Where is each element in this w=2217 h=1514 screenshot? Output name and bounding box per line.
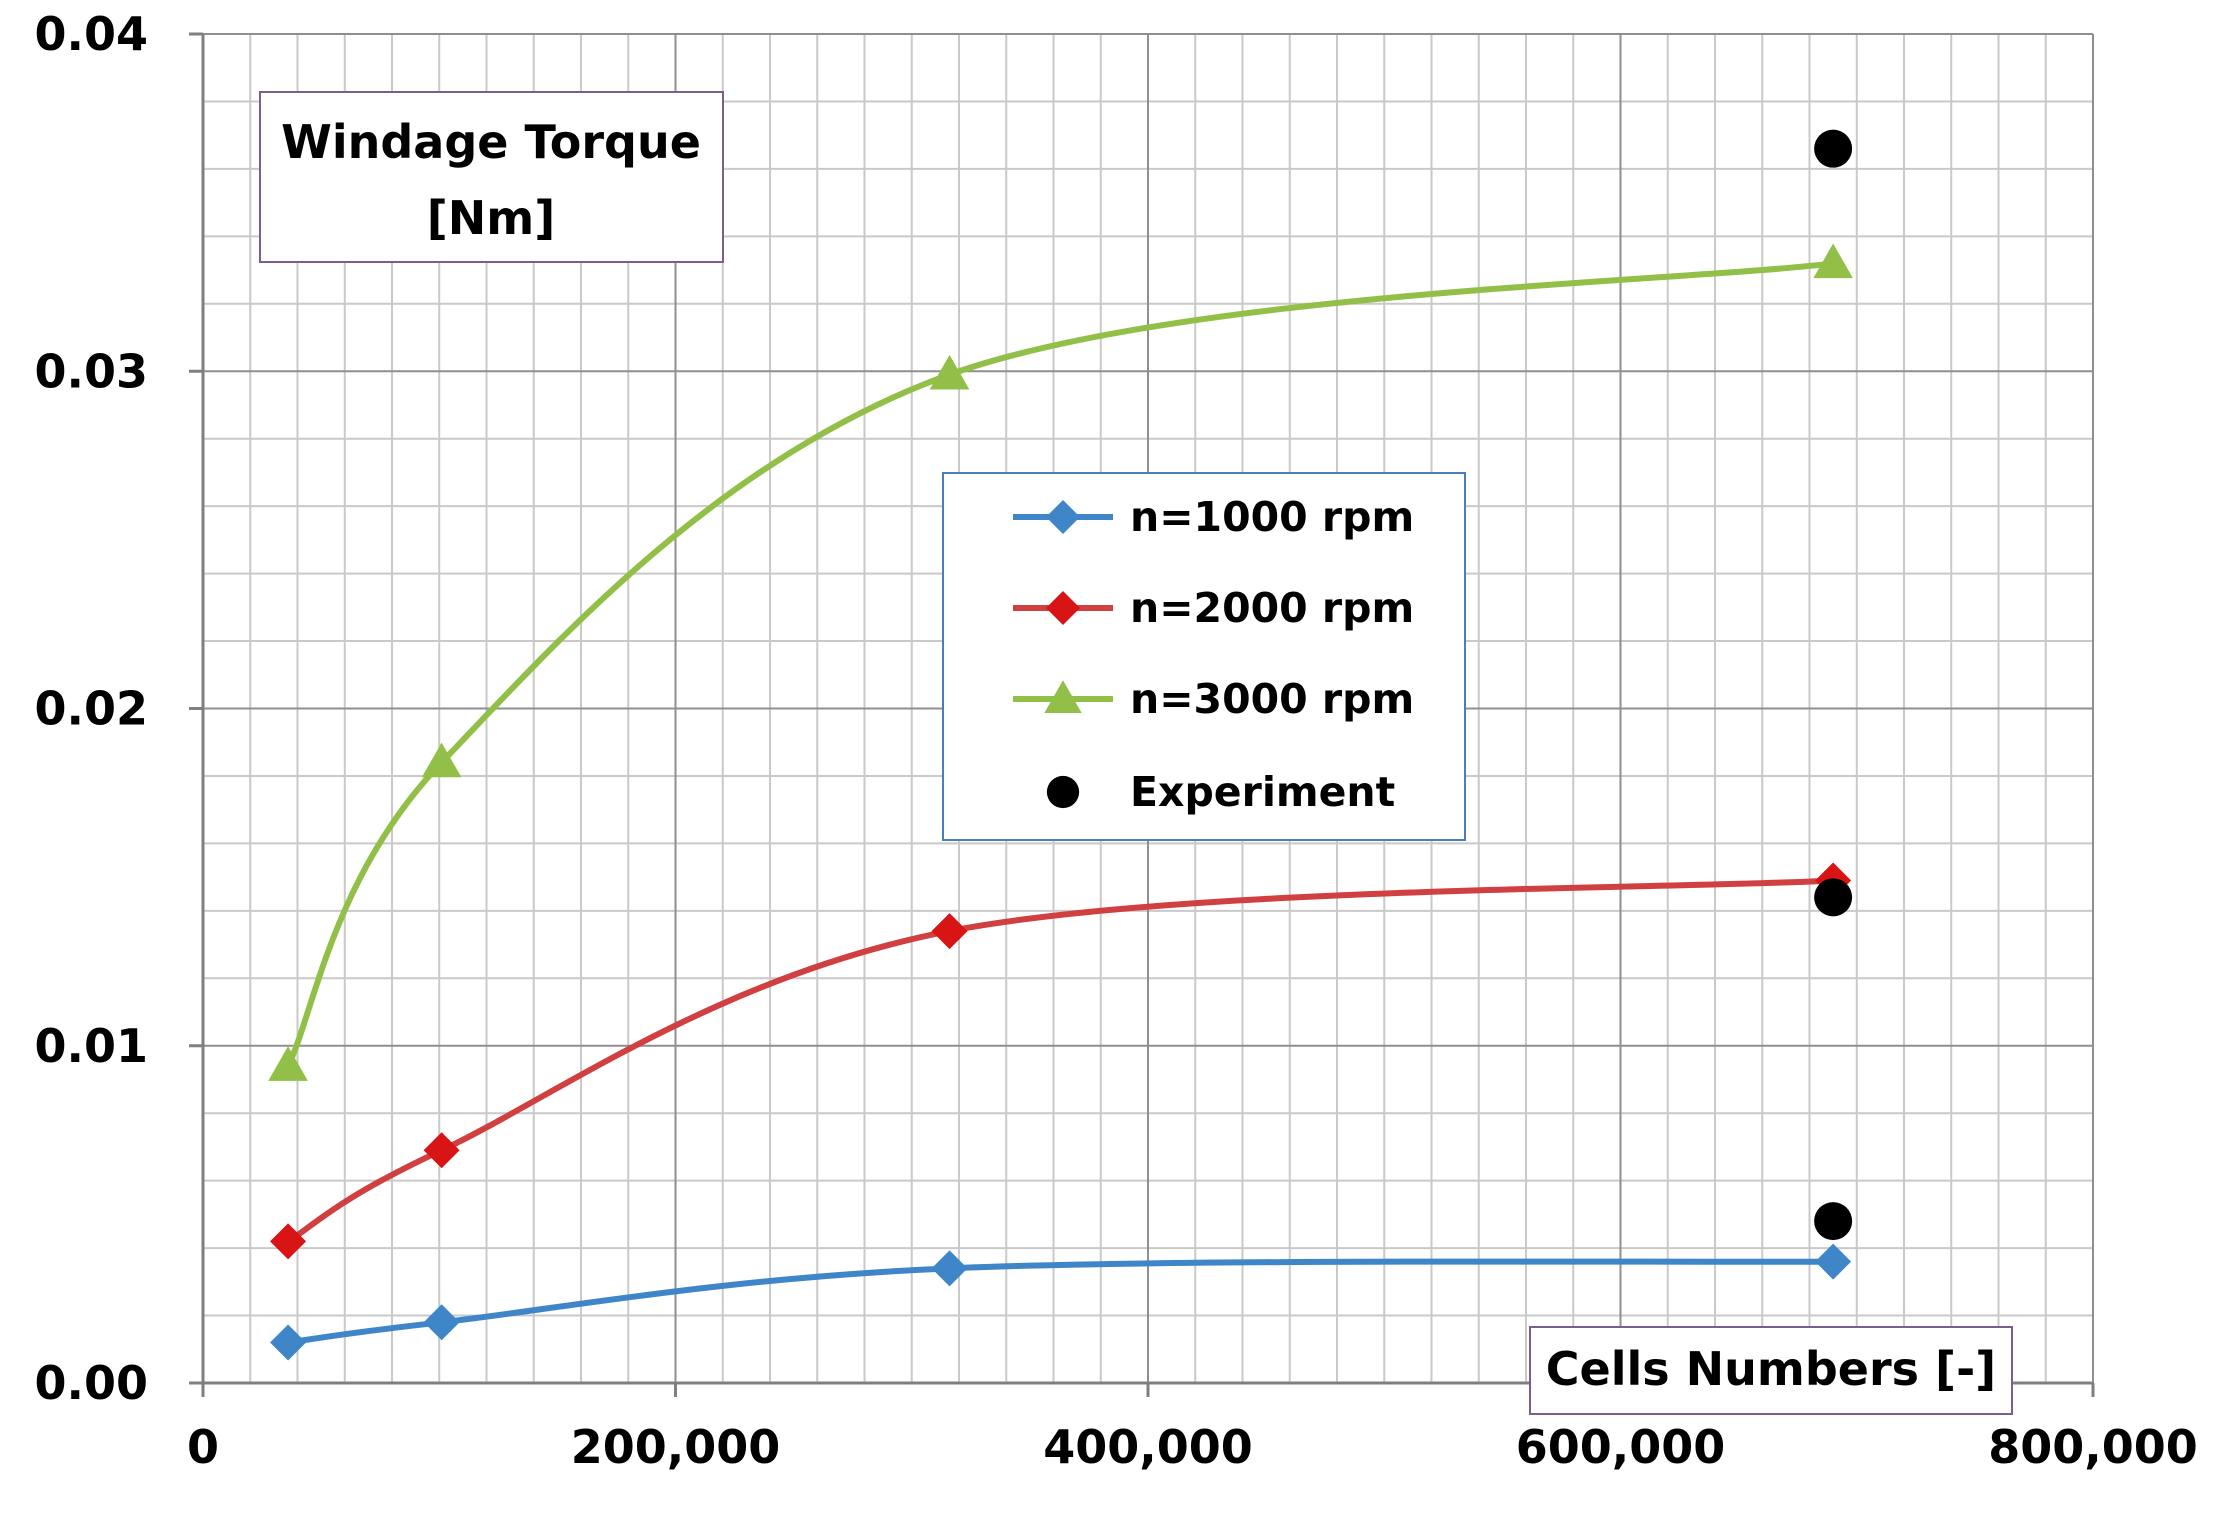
- y-axis-title-box: Windage Torque [Nm]: [259, 91, 724, 263]
- y-tick-label: 0.00: [35, 1356, 149, 1410]
- data-point-experiment: [1814, 878, 1853, 917]
- y-tick-label: 0.02: [35, 682, 149, 736]
- legend-marker-n-2000-rpm: [1046, 591, 1080, 625]
- legend: n=1000 rpm n=2000 rpm n=3000 rpm Experiment: [942, 472, 1466, 841]
- series-lines: [285, 260, 1837, 1346]
- data-point-n-3000-rpm: [929, 354, 970, 390]
- data-point-experiment: [1814, 1202, 1853, 1241]
- legend-label-experiment: Experiment: [1130, 768, 1395, 816]
- series-line-n-3000-rpm: [285, 260, 1837, 1069]
- x-tick-label: 600,000: [1516, 1420, 1726, 1474]
- x-tick-label: 400,000: [1043, 1420, 1253, 1474]
- data-point-n-3000-rpm: [421, 742, 462, 778]
- x-tick-label: 0: [187, 1420, 219, 1474]
- data-point-n-1000-rpm: [423, 1304, 460, 1341]
- data-point-n-1000-rpm: [270, 1324, 307, 1361]
- data-point-n-2000-rpm: [423, 1132, 460, 1169]
- y-axis-title-line-1: Windage Torque: [281, 115, 701, 169]
- tick-labels: 0 200,000 400,000 600,000 800,000 0.00 0.01 0.0…: [35, 7, 2198, 1474]
- legend-marker-n-1000-rpm: [1046, 500, 1080, 534]
- x-axis-title-box: Cells Numbers [-]: [1529, 1326, 2013, 1415]
- legend-label-n-3000-rpm: n=3000 rpm: [1130, 675, 1414, 723]
- y-tick-label: 0.01: [35, 1019, 149, 1073]
- x-axis-title: Cells Numbers [-]: [1546, 1342, 1996, 1396]
- legend-frame: [942, 472, 1466, 841]
- data-point-n-3000-rpm: [268, 1046, 308, 1081]
- data-point-n-1000-rpm: [1815, 1243, 1852, 1280]
- data-point-n-3000-rpm: [1813, 243, 1853, 279]
- legend-marker-n-3000-rpm: [1044, 680, 1082, 714]
- y-tick-label: 0.04: [35, 7, 149, 61]
- series-markers: [268, 129, 1853, 1361]
- series-line-n-2000-rpm: [285, 877, 1837, 1245]
- x-tick-label: 200,000: [571, 1420, 781, 1474]
- y-axis-title-line-2: [Nm]: [427, 191, 555, 245]
- data-point-n-1000-rpm: [931, 1250, 968, 1287]
- series-line-n-1000-rpm: [285, 1258, 1837, 1346]
- legend-label-n-2000-rpm: n=2000 rpm: [1130, 584, 1414, 632]
- data-point-n-2000-rpm: [270, 1223, 307, 1260]
- legend-marker-experiment: [1046, 775, 1080, 809]
- y-tick-label: 0.03: [35, 344, 149, 398]
- data-point-experiment: [1814, 129, 1853, 168]
- data-point-n-2000-rpm: [931, 913, 968, 950]
- legend-label-n-1000-rpm: n=1000 rpm: [1130, 493, 1414, 541]
- x-tick-label: 800,000: [1988, 1420, 2198, 1474]
